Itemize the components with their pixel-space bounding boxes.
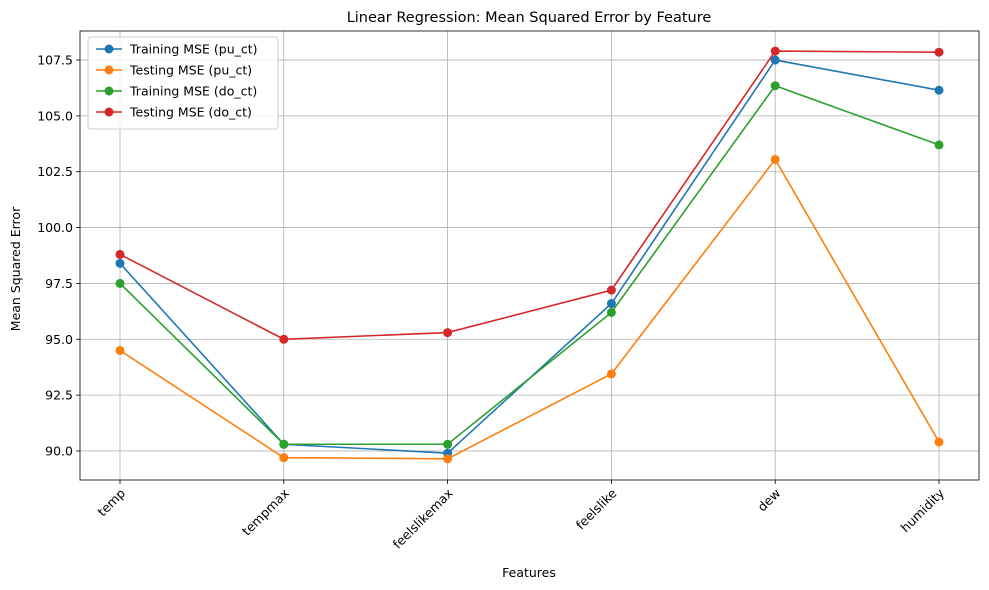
series-line xyxy=(119,50,940,341)
y-tick-label: 100.0 xyxy=(37,220,73,235)
series-line xyxy=(119,84,940,446)
y-tick-label: 90.0 xyxy=(45,443,73,458)
data-point xyxy=(934,437,944,447)
data-point xyxy=(606,369,616,379)
legend-swatch-marker xyxy=(104,44,114,54)
y-tick-label: 95.0 xyxy=(45,332,73,347)
y-tick-label: 102.5 xyxy=(37,164,73,179)
data-point xyxy=(443,328,453,338)
y-tick-label: 92.5 xyxy=(45,388,73,403)
data-point xyxy=(443,439,453,449)
data-point xyxy=(770,81,780,91)
data-point xyxy=(279,453,289,463)
data-point xyxy=(279,439,289,449)
y-axis-label: Mean Squared Error xyxy=(8,206,23,331)
x-tick-label: temp xyxy=(94,485,128,519)
y-tick-label: 107.5 xyxy=(37,53,73,68)
data-point xyxy=(115,278,125,288)
series-2 xyxy=(115,81,944,449)
data-point xyxy=(934,85,944,95)
data-point xyxy=(934,47,944,57)
series-1 xyxy=(115,154,944,464)
data-point xyxy=(770,55,780,65)
data-point xyxy=(279,334,289,344)
legend-label: Training MSE (do_ct) xyxy=(129,84,257,99)
data-point xyxy=(606,285,616,295)
data-point xyxy=(115,258,125,268)
data-point xyxy=(115,345,125,355)
data-point xyxy=(443,454,453,464)
data-point xyxy=(770,46,780,56)
data-point xyxy=(934,140,944,150)
series-3 xyxy=(115,46,944,344)
x-tick-label: tempmax xyxy=(239,486,292,539)
y-tick-label: 105.0 xyxy=(37,108,73,123)
x-tick-label: dew xyxy=(754,486,783,515)
data-point xyxy=(606,307,616,317)
data-point xyxy=(115,249,125,259)
legend-box xyxy=(87,36,279,130)
legend-label: Training MSE (pu_ct) xyxy=(129,42,258,57)
grid-lines xyxy=(80,31,979,480)
legend-swatch-marker xyxy=(104,65,114,75)
legend-swatch-marker xyxy=(104,86,114,96)
chart-title: Linear Regression: Mean Squared Error by… xyxy=(347,10,712,26)
legend-label: Testing MSE (pu_ct) xyxy=(129,63,252,78)
series-line xyxy=(119,158,940,460)
x-axis-label: Features xyxy=(502,565,556,580)
data-point xyxy=(606,299,616,309)
x-tick-label: humidity xyxy=(897,485,947,535)
data-point xyxy=(770,154,780,164)
plot-frame xyxy=(79,30,980,481)
x-tick-label: feelslikemax xyxy=(390,486,456,552)
legend: Training MSE (pu_ct) Testing MSE (pu_ct) T… xyxy=(87,36,279,130)
legend-swatch-marker xyxy=(104,107,114,117)
x-tick-label: feelslike xyxy=(573,485,620,532)
series-group xyxy=(115,46,944,464)
legend-label: Testing MSE (do_ct) xyxy=(129,105,252,120)
y-tick-label: 97.5 xyxy=(45,276,73,291)
